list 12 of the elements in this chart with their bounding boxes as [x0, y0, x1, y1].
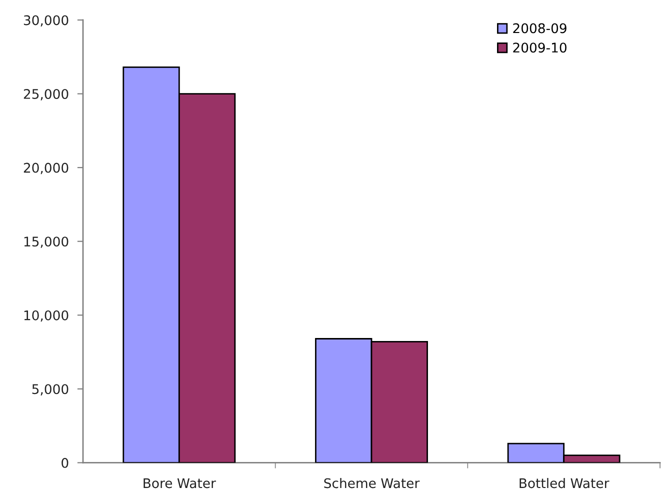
- y-tick-label: 5,000: [32, 384, 68, 396]
- y-tick-label: 25,000: [24, 89, 68, 100]
- legend-label: 2009-10: [513, 42, 566, 53]
- x-tick-label: Scheme Water: [324, 478, 420, 488]
- y-tick-label: 15,000: [24, 236, 68, 248]
- y-tick-label: 10,000: [24, 310, 68, 322]
- y-tick-label: 30,000: [24, 15, 68, 27]
- y-tick-label: 0: [62, 458, 68, 468]
- y-tick-label: 20,000: [24, 162, 68, 174]
- legend-label: 2008-09: [513, 23, 566, 34]
- x-tick-label: Bottled Water: [520, 478, 610, 488]
- x-tick-label: Bore Water: [144, 478, 216, 488]
